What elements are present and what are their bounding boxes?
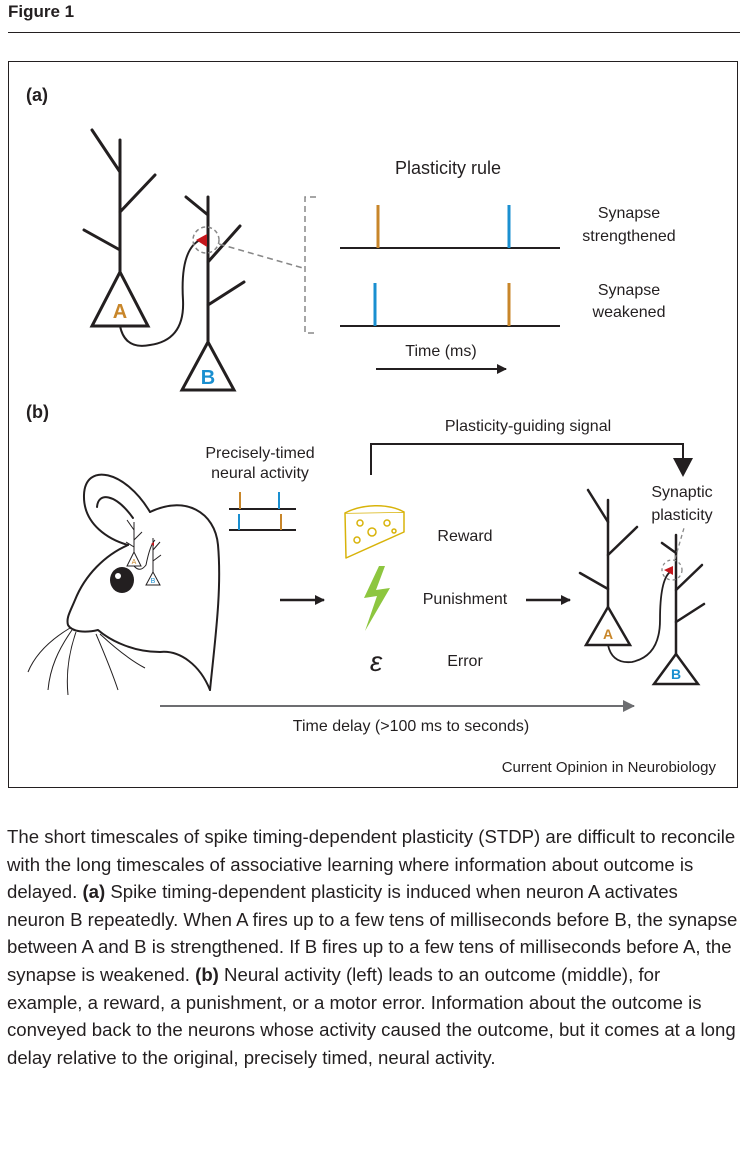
right-neuron-a-dendrites xyxy=(578,488,639,609)
time-axis-label: Time (ms) xyxy=(405,343,476,360)
neuron-b-soma xyxy=(179,338,237,392)
time-delay-label: Time delay (>100 ms to seconds) xyxy=(293,718,529,735)
activity-label-line2: neural activity xyxy=(211,465,309,482)
mini-neuron-a-label: A xyxy=(132,559,137,566)
synapse-zoom-circle xyxy=(192,226,220,254)
reward-label: Reward xyxy=(437,528,492,545)
caption-b-text: Neural activity (left) leads to an outco… xyxy=(7,963,736,1068)
error-label: Error xyxy=(447,653,483,670)
lightning-icon xyxy=(364,566,390,631)
neuron-b-label: B xyxy=(201,367,215,389)
weakened-label-line1: Synapse xyxy=(598,282,660,299)
synaptic-label-line1: Synaptic xyxy=(651,484,712,501)
caption-intro: The short timescales of spike timing-dep… xyxy=(7,826,736,903)
weakened-label-line2: weakened xyxy=(592,304,666,321)
neuron-a-axon xyxy=(119,239,201,347)
synapse-marker xyxy=(196,234,207,247)
signal-label: Plasticity-guiding signal xyxy=(445,418,611,435)
neuron-a-dendrites xyxy=(82,128,157,274)
zoom-connector xyxy=(218,243,304,269)
figure-illustration: (a) A B Plasticity rule Synapse strength… xyxy=(26,85,717,776)
right-neuron-b-label: B xyxy=(671,666,681,682)
right-neuron-b-soma xyxy=(651,651,701,686)
strengthened-label-line2: strengthened xyxy=(582,228,675,245)
error-symbol: ε xyxy=(370,646,383,677)
header-rule xyxy=(8,32,740,33)
signal-arrowhead xyxy=(673,458,693,477)
activity-label-line1: Precisely-timed xyxy=(205,445,314,462)
mini-spike-trains xyxy=(229,492,296,531)
strengthened-label-line1: Synapse xyxy=(598,205,660,222)
panel-b-label: (b) xyxy=(26,402,49,422)
mouse-eye-highlight xyxy=(115,573,121,579)
panel-a-label: (a) xyxy=(26,85,48,105)
signal-feedback-line xyxy=(370,443,684,475)
figure-box xyxy=(8,61,738,788)
mouse-head-drawing xyxy=(66,473,221,691)
right-synapse-zoom-circle xyxy=(661,559,683,581)
zoom-bracket xyxy=(304,196,316,334)
right-neuron-a-label: A xyxy=(603,626,613,642)
mini-neuron-a xyxy=(125,519,156,570)
caption-a-label: (a) xyxy=(82,881,106,903)
plasticity-rule-title: Plasticity rule xyxy=(395,158,501,178)
journal-credit: Current Opinion in Neurobiology xyxy=(502,759,717,776)
mouse-eye xyxy=(110,567,134,593)
neuron-b-dendrites xyxy=(184,195,246,344)
neuron-a-label: A xyxy=(113,301,127,323)
figure-caption: The short timescales of spike timing-dep… xyxy=(7,823,739,1071)
figure-label: Figure 1 xyxy=(8,2,75,21)
right-neuron-b-dendrites xyxy=(660,533,706,656)
synaptic-label-line2: plasticity xyxy=(651,507,712,524)
synaptic-label-pointer xyxy=(674,527,685,560)
mouse-whiskers xyxy=(27,627,146,696)
right-neuron-a-axon xyxy=(607,571,671,664)
caption-b-label: (b) xyxy=(195,963,219,985)
mini-neuron-b-label: B xyxy=(151,578,156,585)
caption-a-text: Spike timing-dependent plasticity is ind… xyxy=(7,881,738,985)
mini-neuron-b xyxy=(145,538,162,586)
cheese-icon xyxy=(344,505,405,559)
punishment-label: Punishment xyxy=(423,591,508,608)
right-synapse-marker xyxy=(664,566,673,575)
mini-synapse-marker xyxy=(151,542,154,546)
